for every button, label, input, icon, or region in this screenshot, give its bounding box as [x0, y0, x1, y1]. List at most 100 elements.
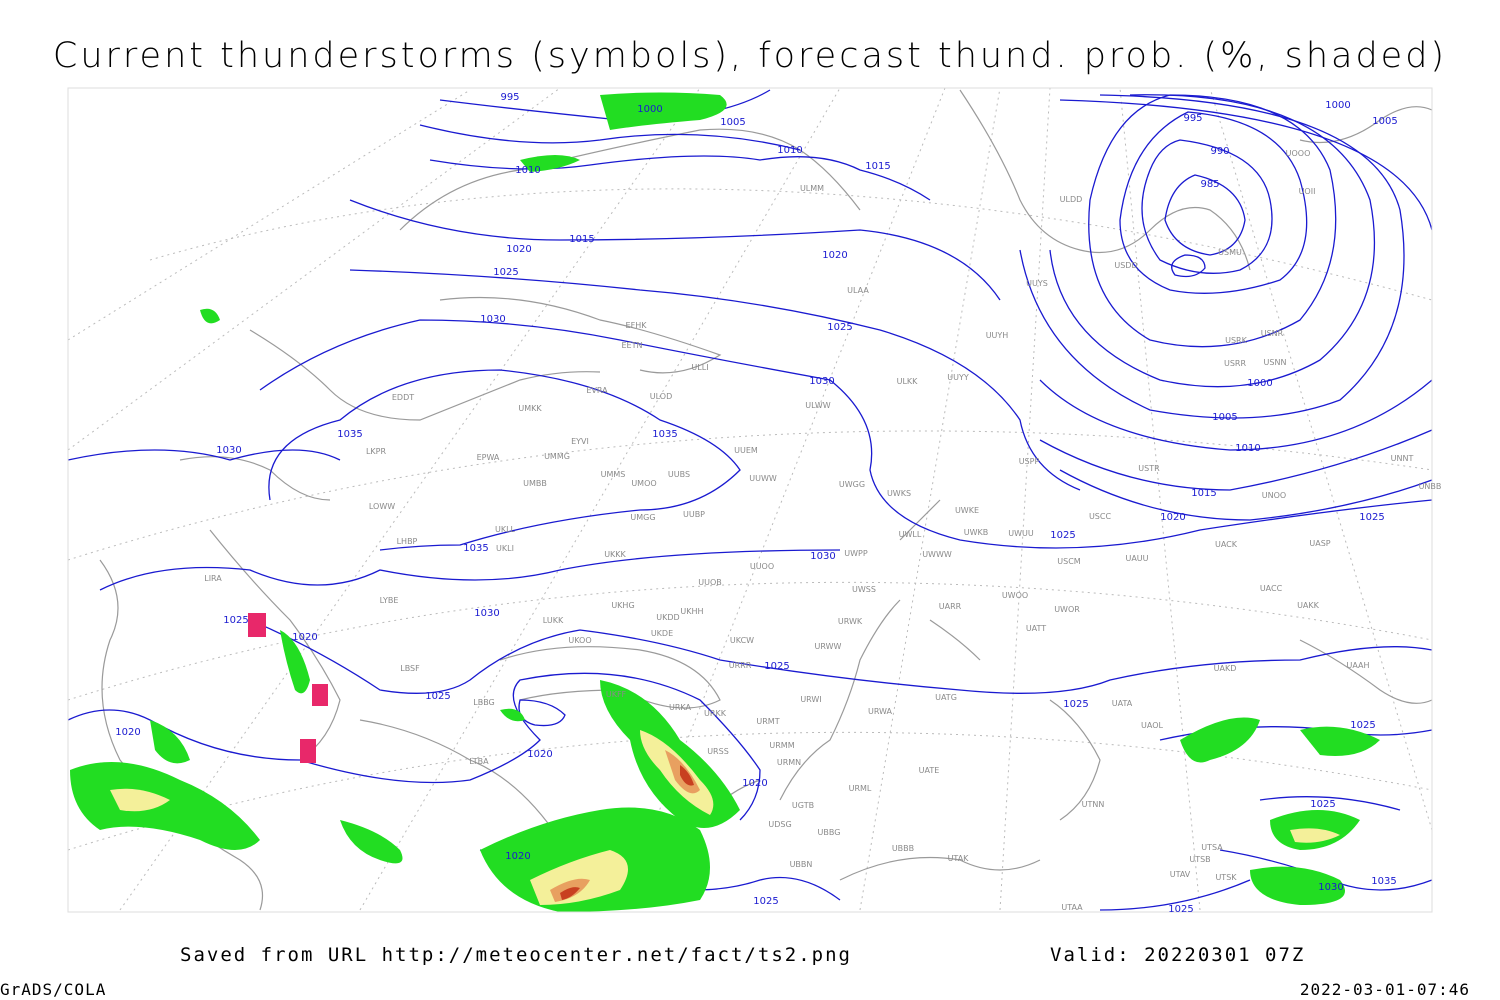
- station-label: UOII: [1299, 187, 1316, 196]
- station-label: UUEM: [734, 446, 758, 455]
- station-label: UUWW: [749, 474, 777, 483]
- valid-time: Valid: 20220301 07Z: [1050, 944, 1305, 966]
- station-label: LBBG: [473, 698, 495, 707]
- station-label: UATT: [1026, 624, 1046, 633]
- station-label: UAOL: [1141, 721, 1163, 730]
- station-label: UUOO: [750, 562, 774, 571]
- station-label: ULLI: [691, 363, 708, 372]
- station-label: USPP: [1019, 457, 1040, 466]
- station-label: USCM: [1057, 557, 1081, 566]
- isobar-label: 1020: [115, 727, 140, 738]
- isobar-label: 1010: [1235, 443, 1260, 454]
- isobar-label: 1025: [753, 896, 778, 907]
- station-label: UGTB: [792, 801, 814, 810]
- station-label: ULAA: [847, 286, 869, 295]
- coastlines: [99, 89, 1433, 911]
- station-label: UUBS: [668, 470, 690, 479]
- software-credit: GrADS/COLA: [0, 980, 106, 999]
- station-label: LHBP: [397, 537, 418, 546]
- station-label: UUYS: [1026, 279, 1048, 288]
- station-label: UAUU: [1125, 554, 1148, 563]
- isobar-label: 1020: [1160, 512, 1185, 523]
- station-label: UBBB: [892, 844, 914, 853]
- isobar-label: 1020: [292, 632, 317, 643]
- isobar-label: 990: [1210, 146, 1229, 157]
- isobar-label: 1035: [337, 429, 362, 440]
- station-label: UUOB: [698, 578, 722, 587]
- station-label: UTAK: [948, 854, 970, 863]
- station-label: USRR: [1224, 359, 1246, 368]
- isobar-label: 1030: [480, 314, 505, 325]
- station-label: URRR: [729, 661, 752, 670]
- station-label: UNBB: [1419, 482, 1442, 491]
- station-label: UMKK: [518, 404, 542, 413]
- station-label: UWWW: [922, 550, 952, 559]
- station-label: UATA: [1112, 699, 1133, 708]
- station-label: USDD: [1114, 261, 1137, 270]
- isobar-label: 1025: [1168, 904, 1193, 915]
- isobar-label: 1015: [1191, 488, 1216, 499]
- station-label: UWUU: [1008, 529, 1034, 538]
- station-label: UNOO: [1262, 491, 1286, 500]
- station-label: UUYH: [986, 331, 1009, 340]
- station-label: ULWW: [805, 401, 830, 410]
- station-label: URMM: [769, 741, 794, 750]
- graticule: [67, 87, 1433, 911]
- isobar-label: 1025: [1063, 699, 1088, 710]
- isobar-label: 1005: [1212, 412, 1237, 423]
- station-label: USTR: [1138, 464, 1160, 473]
- station-label: UKCW: [730, 636, 754, 645]
- station-label: UWOO: [1002, 591, 1028, 600]
- isobar-label: 1000: [1247, 378, 1272, 389]
- station-label: UMMG: [544, 452, 570, 461]
- isobar-label: 1000: [1325, 100, 1350, 111]
- station-label: UTSA: [1201, 843, 1223, 852]
- station-label: URSS: [707, 747, 729, 756]
- station-label: UATE: [919, 766, 940, 775]
- isobar-label: 1025: [1310, 799, 1335, 810]
- isobar-label: 1025: [425, 691, 450, 702]
- station-label: UWPP: [844, 549, 868, 558]
- station-label: LKPR: [366, 447, 387, 456]
- station-label: UNNT: [1391, 454, 1414, 463]
- station-label: EPWA: [477, 453, 500, 462]
- station-label: UTAA: [1061, 903, 1083, 912]
- isobar-label: 1015: [865, 161, 890, 172]
- isobar-label: 1010: [777, 145, 802, 156]
- isobar-label: 1035: [1371, 876, 1396, 887]
- isobar-label: 1030: [809, 376, 834, 387]
- station-label: UARR: [939, 602, 962, 611]
- isobar-label: 1030: [810, 551, 835, 562]
- station-label: UKLL: [495, 525, 516, 534]
- isobar-label: 1030: [216, 445, 241, 456]
- station-label: USNR: [1261, 329, 1284, 338]
- station-label: URMN: [777, 758, 801, 767]
- station-label: USMU: [1218, 248, 1242, 257]
- station-label: UKOO: [568, 636, 591, 645]
- station-label: ULKK: [897, 377, 919, 386]
- station-label: ULMM: [800, 184, 824, 193]
- station-label: UTAV: [1170, 870, 1191, 879]
- map-frame: [67, 87, 1433, 913]
- station-label: UKDD: [656, 613, 679, 622]
- thunderstorm-symbols: [248, 613, 328, 763]
- station-label: UAKD: [1214, 664, 1237, 673]
- map-area: [67, 87, 1433, 913]
- station-label: UMMS: [601, 470, 626, 479]
- station-label: LIRA: [204, 574, 222, 583]
- station-label: LUKK: [543, 616, 564, 625]
- station-label: UASP: [1309, 539, 1330, 548]
- station-label: UWKS: [887, 489, 911, 498]
- station-label: UWKB: [964, 528, 989, 537]
- station-label: UBBG: [818, 828, 841, 837]
- isobar-label: 1010: [515, 165, 540, 176]
- station-label: UWKE: [955, 506, 979, 515]
- station-label: UMGG: [630, 513, 655, 522]
- station-label: URWK: [838, 617, 863, 626]
- station-label: URKK: [704, 709, 727, 718]
- isobar-label: 1020: [506, 244, 531, 255]
- isobar-label: 1035: [652, 429, 677, 440]
- station-label: UKDE: [651, 629, 673, 638]
